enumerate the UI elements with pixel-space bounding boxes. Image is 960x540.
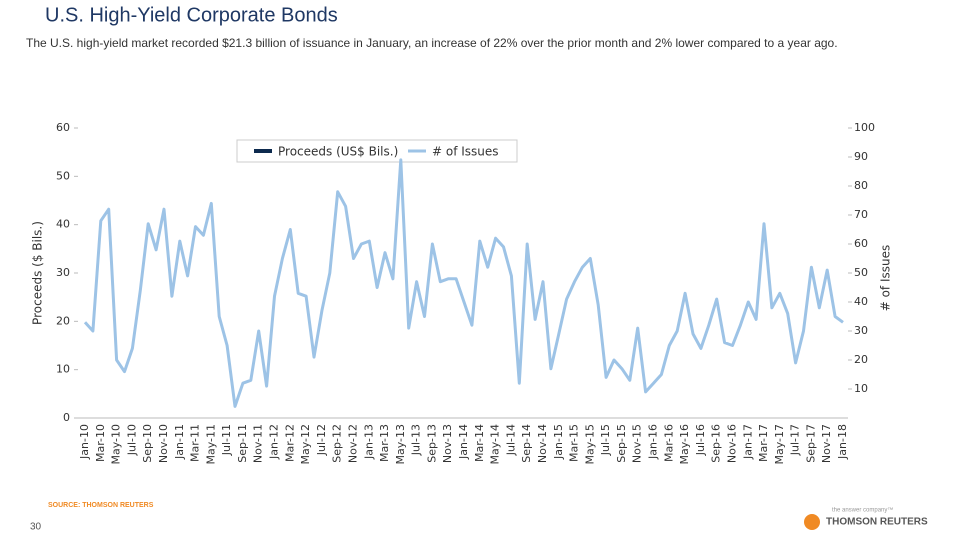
x-tick-label: May-12 [299,424,312,465]
x-tick-label: Sep-10 [141,424,154,463]
x-tick-label: May-17 [773,424,786,465]
x-tick-label: Jul-11 [220,424,233,456]
y-tick-label: 40 [56,218,70,231]
legend-label: # of Issues [432,145,499,159]
x-tick-label: Jan-12 [268,424,281,460]
y2-tick-label: 60 [854,237,868,250]
x-tick-label: Sep-13 [425,424,438,463]
x-tick-label: Jul-16 [694,424,707,456]
logo-icon [804,514,820,530]
legend-swatch [254,149,272,153]
source: SOURCE: THOMSON REUTERS [48,502,154,509]
x-tick-label: May-15 [583,424,596,465]
x-tick-label: Jul-10 [125,424,138,456]
x-tick-label: Jan-18 [836,424,849,460]
logo-tagline: the answer company™ [832,507,893,514]
issues-line [83,158,844,408]
x-tick-label: Sep-12 [331,424,344,463]
x-tick-label: Mar-16 [662,424,675,462]
x-tick-label: Jul-17 [789,424,802,456]
x-tick-label: Jul-13 [410,424,423,456]
y-tick-label: 60 [56,121,70,134]
y-tick-label: 20 [56,314,70,327]
y2-tick-label: 80 [854,179,868,192]
y2-tick-label: 20 [854,353,868,366]
x-tick-label: Jan-16 [647,424,660,460]
x-tick-label: Mar-13 [378,424,391,462]
y-axis-label: Proceeds ($ Bils.) [31,221,45,325]
page-number: 30 [30,522,42,533]
y-tick-label: 0 [63,411,70,424]
x-tick-label: Sep-15 [615,424,628,463]
x-tick-label: Nov-16 [725,424,738,463]
y-tick-label: 10 [56,363,70,376]
legend-box [236,139,518,163]
x-tick-label: Jan-10 [78,424,91,460]
x-tick-label: Sep-14 [520,424,533,463]
x-tick-label: Jan-11 [173,424,186,460]
x-tick-label: Jul-14 [504,424,517,456]
y-tick-label: 50 [56,169,70,182]
x-tick-label: Mar-12 [283,424,296,462]
x-tick-label: Jan-17 [741,424,754,460]
x-tick-label: Nov-13 [441,424,454,463]
x-tick-label: Mar-17 [757,424,770,462]
slide-title: U.S. High-Yield Corporate Bonds [45,4,338,26]
y2-tick-label: 70 [854,208,868,221]
x-tick-label: May-16 [678,424,691,465]
x-tick-label: Mar-14 [473,424,486,462]
x-tick-label: May-10 [110,424,123,465]
y2-tick-label: 30 [854,324,868,337]
y2-tick-label: 10 [854,382,868,395]
logo-name: THOMSON REUTERS [826,517,928,528]
x-tick-label: Nov-15 [631,424,644,463]
x-tick-label: Jul-15 [599,424,612,456]
x-tick-label: Jan-14 [457,424,470,460]
x-tick-label: Mar-10 [94,424,107,462]
x-tick-label: Nov-17 [820,424,833,463]
x-tick-label: Jan-15 [552,424,565,460]
x-tick-label: Nov-12 [346,424,359,463]
y-tick-label: 30 [56,266,70,279]
x-tick-label: May-11 [204,424,217,465]
x-tick-label: Jan-13 [362,424,375,460]
y2-tick-label: 50 [854,266,868,279]
subtitle-box: The U.S. high-yield market recorded $21.… [26,36,838,50]
y2-axis-label: # of Issues [879,245,893,312]
y2-tick-label: 90 [854,150,868,163]
legend-label: Proceeds (US$ Bils.) [278,145,398,159]
x-tick-label: Mar-11 [189,424,202,462]
x-tick-label: May-14 [489,424,502,465]
x-tick-label: Nov-14 [536,424,549,463]
x-tick-label: Mar-15 [568,424,581,462]
x-tick-label: Jul-12 [315,424,328,456]
x-tick-label: Sep-16 [710,424,723,463]
y2-tick-label: 100 [854,121,875,134]
x-tick-label: Sep-11 [236,424,249,463]
y2-tick-label: 40 [854,295,868,308]
x-tick-label: Nov-10 [157,424,170,463]
subtitle: The U.S. high-yield market recorded $21.… [26,36,838,50]
x-tick-label: Sep-17 [804,424,817,463]
x-tick-label: Nov-11 [252,424,265,463]
x-tick-label: May-13 [394,424,407,465]
